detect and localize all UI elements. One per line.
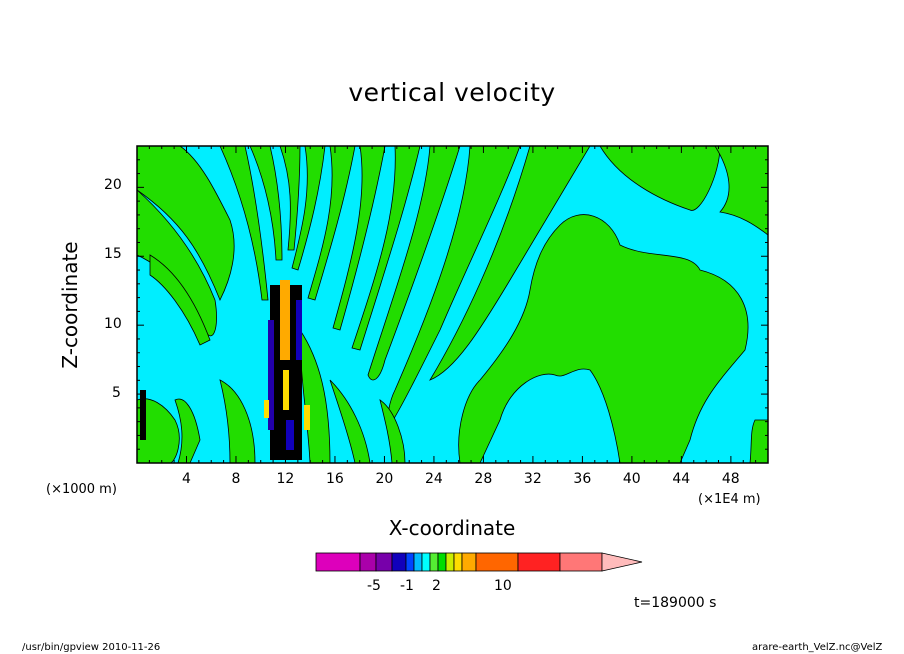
contour-field xyxy=(137,146,768,463)
colorbar-segment xyxy=(475,552,519,572)
green-region xyxy=(332,146,386,331)
storm-blue xyxy=(296,300,302,360)
storm-column xyxy=(140,280,310,460)
tick-marks xyxy=(137,146,768,463)
colorbar-segment xyxy=(413,552,423,572)
y-axis-label: Z-coordinate xyxy=(58,241,82,369)
green-region xyxy=(458,214,749,463)
y-tick-label: 10 xyxy=(104,316,122,332)
green-region xyxy=(291,146,326,271)
x-tick-label: 40 xyxy=(622,471,641,487)
storm-yellow xyxy=(283,370,289,410)
colorbar-segment xyxy=(437,552,447,572)
chart-title: vertical velocity xyxy=(348,78,556,107)
green-region xyxy=(219,379,256,463)
x-tick-label: 4 xyxy=(181,471,191,487)
colorbar-segment xyxy=(315,552,361,572)
x-tick-label: 28 xyxy=(474,471,493,487)
colorbar-label: -1 xyxy=(400,578,414,594)
colorbar-label: -5 xyxy=(367,578,381,594)
x-tick-label: 36 xyxy=(573,471,592,487)
x-tick-label: 32 xyxy=(523,471,542,487)
colorbar-segment xyxy=(445,552,455,572)
colorbar-segment xyxy=(461,552,477,572)
green-region xyxy=(351,146,421,351)
storm-blue xyxy=(268,320,274,430)
x-unit-left: (×1000 m) xyxy=(46,482,117,497)
footer-left: /usr/bin/gpview 2010-11-26 xyxy=(22,642,161,653)
storm-blue xyxy=(286,420,294,450)
storm-yellow xyxy=(304,405,310,430)
green-region xyxy=(749,419,768,463)
colorbar-segment xyxy=(391,552,407,572)
x-tick-label: 48 xyxy=(721,471,740,487)
x-tick-label: 44 xyxy=(672,471,691,487)
colorbar-segment xyxy=(429,552,439,572)
colorbar-label: 2 xyxy=(432,578,441,594)
y-tick-label: 15 xyxy=(104,246,122,262)
footer-right: arare-earth_VelZ.nc@VelZ xyxy=(752,642,883,653)
colorbar-segment xyxy=(375,552,393,572)
storm-yellow xyxy=(264,400,269,418)
storm-orange xyxy=(280,280,290,360)
time-label: t=189000 s xyxy=(634,595,717,611)
colorbar xyxy=(315,552,643,572)
green-region xyxy=(367,146,461,381)
green-region xyxy=(137,146,235,301)
green-region xyxy=(149,254,211,346)
green-region xyxy=(329,379,371,463)
storm-left-edge xyxy=(140,390,146,440)
colorbar-segment xyxy=(405,552,415,572)
colorbar-segment xyxy=(359,552,377,572)
x-unit-right: (×1E4 m) xyxy=(698,492,761,507)
x-tick-label: 20 xyxy=(375,471,394,487)
y-tick-label: 5 xyxy=(112,385,121,401)
green-region xyxy=(429,146,591,381)
green-region xyxy=(249,146,283,261)
colorbar-segment xyxy=(453,552,463,572)
y-tick-label: 20 xyxy=(104,177,122,193)
plot-frame xyxy=(136,145,769,464)
green-region xyxy=(599,146,721,211)
x-tick-label: 8 xyxy=(231,471,241,487)
green-region xyxy=(219,146,269,301)
x-axis-label-wrap: X-coordinate xyxy=(0,516,904,542)
colorbar-label: 10 xyxy=(494,578,512,594)
colorbar-segment xyxy=(517,552,561,572)
colorbar-segment xyxy=(421,552,431,572)
x-axis-label: X-coordinate xyxy=(388,516,516,540)
green-region xyxy=(714,146,768,236)
green-region xyxy=(279,146,301,251)
x-tick-label: 16 xyxy=(325,471,344,487)
x-tick-label: 12 xyxy=(276,471,295,487)
green-region xyxy=(379,399,406,463)
x-tick-label: 24 xyxy=(424,471,443,487)
green-region xyxy=(307,146,356,301)
colorbar-arrow xyxy=(601,552,643,572)
green-region xyxy=(174,398,201,463)
colorbar-segment xyxy=(559,552,603,572)
